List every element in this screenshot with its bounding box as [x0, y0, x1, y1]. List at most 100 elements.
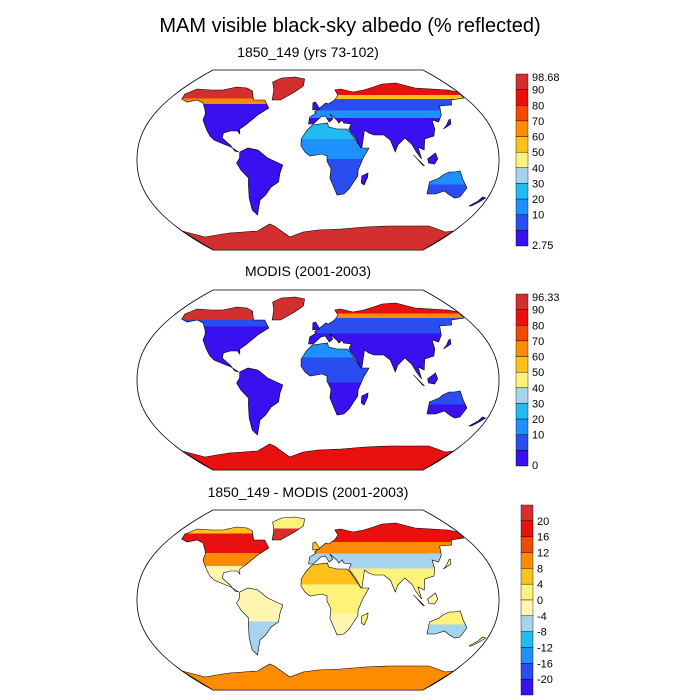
colorbar-label: 10 — [532, 210, 544, 222]
colorbar-label: 12 — [537, 548, 549, 560]
colorbar-swatch — [515, 450, 529, 467]
land-southAmerica — [236, 367, 284, 436]
land-greenland — [271, 76, 305, 101]
panel-title-model: 1850_149 (yrs 73-102) — [237, 44, 379, 60]
land-eurasia — [308, 82, 465, 160]
land-newZealand — [468, 196, 487, 207]
land-madagascar — [360, 392, 369, 406]
colorbar-label: 20 — [532, 194, 544, 206]
map-diff — [136, 509, 500, 691]
colorbar-label: 98.68 — [532, 72, 560, 84]
land-britain — [312, 101, 321, 111]
colorbar-swatch — [520, 615, 534, 632]
colorbar-label: 40 — [532, 163, 544, 175]
colorbar-swatch — [515, 136, 529, 153]
colorbar-swatch — [515, 293, 529, 310]
colorbar-label: 80 — [532, 320, 544, 332]
land-japan — [443, 338, 452, 350]
colorbar-label: 8 — [537, 563, 543, 575]
land-britain — [312, 321, 321, 331]
land-northAmerica — [181, 526, 270, 593]
map-obs — [136, 289, 500, 471]
land-eurasia — [308, 522, 465, 600]
colorbar-swatch — [515, 183, 529, 200]
land-greenland — [271, 516, 305, 541]
panel-diff: 1850_149 - MODIS (2001-2003) 20 16 12 8 4 0 -4… — [136, 484, 553, 696]
colorbar-swatch — [515, 387, 529, 404]
colorbar-swatch — [515, 151, 529, 169]
colorbar-swatch — [515, 371, 529, 389]
colorbar-swatch — [515, 418, 529, 435]
colorbar-label: 90 — [532, 305, 544, 317]
colorbar-label: 20 — [537, 516, 549, 528]
colorbar-swatch — [515, 403, 529, 420]
colorbar-label: 2.75 — [532, 240, 553, 252]
land-africa — [300, 342, 370, 416]
colorbar-swatch — [515, 230, 529, 247]
land-northAmerica — [181, 306, 270, 373]
colorbar-label: 80 — [532, 100, 544, 112]
figure-title: MAM visible black-sky albedo (% reflecte… — [159, 15, 540, 37]
colorbar-swatch — [520, 552, 534, 569]
land-newZealand — [468, 416, 487, 427]
colorbar-diff: 20 16 12 8 4 0 -4 -8 -12 -16 -20 — [520, 504, 553, 696]
map-model — [136, 69, 500, 251]
land-japan — [443, 558, 452, 570]
land-antarctica — [181, 223, 455, 251]
land-britain — [312, 541, 321, 551]
land-southAmerica — [236, 147, 284, 216]
land-southAmerica — [236, 587, 284, 656]
colorbar-swatch — [520, 647, 534, 664]
colorbar-swatch — [515, 73, 529, 90]
land-australia — [426, 610, 468, 639]
colorbar-label: 16 — [537, 532, 549, 544]
colorbar-swatch — [515, 120, 529, 137]
land-borneo — [427, 372, 439, 385]
colorbar-label: -16 — [537, 658, 553, 670]
colorbar-label: 0 — [537, 595, 543, 607]
land-greenland — [271, 296, 305, 321]
land-madagascar — [360, 612, 369, 626]
colorbar-label: 90 — [532, 85, 544, 97]
land-japan — [443, 118, 452, 130]
land-antarctica — [181, 443, 455, 471]
colorbar-label: -12 — [537, 643, 553, 655]
colorbar-label: -4 — [537, 611, 547, 623]
colorbar-swatch — [520, 599, 534, 617]
land-sumatra — [413, 154, 425, 167]
colorbar-swatch — [515, 105, 529, 122]
colorbar-swatch — [515, 167, 529, 184]
land-sumatra — [413, 374, 425, 387]
land-sumatra — [413, 594, 425, 607]
land-borneo — [427, 592, 439, 605]
colorbar-label: 10 — [532, 430, 544, 442]
colorbar-swatch — [520, 678, 534, 696]
land-eurasia — [308, 302, 465, 380]
colorbar-swatch — [520, 504, 534, 522]
colorbar-label: 70 — [532, 336, 544, 348]
colorbar-swatch — [520, 568, 534, 585]
colorbar-label: 60 — [532, 132, 544, 144]
land-madagascar — [360, 172, 369, 186]
colorbar-swatch — [515, 214, 529, 231]
colorbar-swatch — [515, 309, 529, 326]
colorbar-swatch — [515, 356, 529, 373]
colorbar-swatch — [515, 325, 529, 342]
panel-title-diff: 1850_149 - MODIS (2001-2003) — [208, 484, 409, 500]
colorbar-swatch — [520, 583, 534, 601]
colorbar-label: 40 — [532, 383, 544, 395]
land-antarctica — [181, 663, 455, 691]
colorbar-label: 50 — [532, 367, 544, 379]
colorbar-swatch — [515, 434, 529, 451]
colorbar-swatch — [515, 340, 529, 357]
colorbar-label: 50 — [532, 147, 544, 159]
land-africa — [300, 122, 370, 196]
colorbar-label: -8 — [537, 627, 547, 639]
colorbar-label: 20 — [532, 414, 544, 426]
panel-title-obs: MODIS (2001-2003) — [245, 263, 371, 279]
colorbar-label: 0 — [532, 460, 538, 472]
